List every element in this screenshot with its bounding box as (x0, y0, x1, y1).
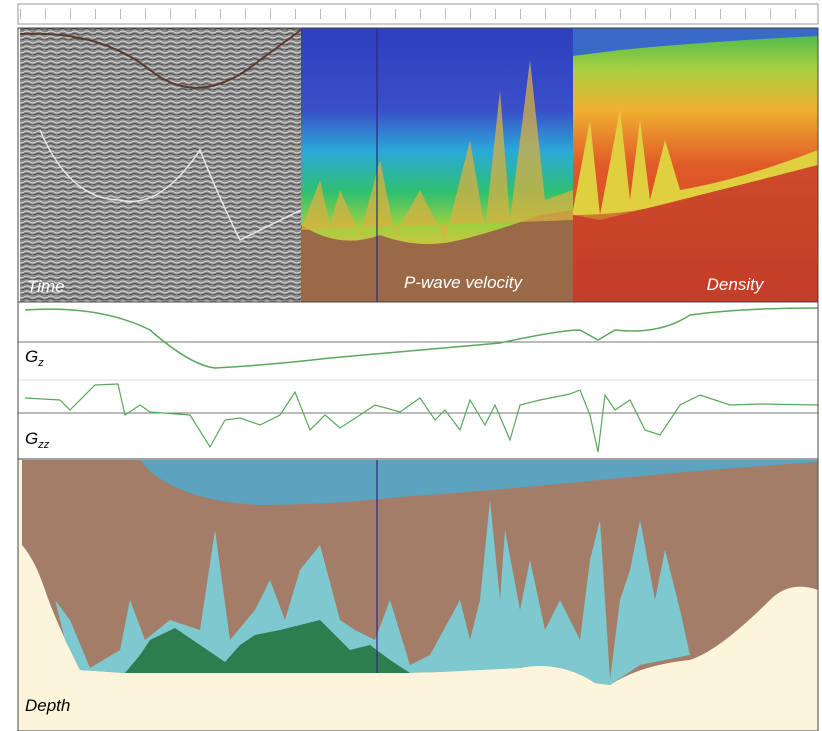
ruler (18, 4, 818, 24)
velocity-panel (301, 28, 573, 302)
time-panel (20, 28, 301, 302)
panel-label: Density (707, 275, 765, 294)
panel-label: P-wave velocity (404, 273, 524, 292)
seismic (20, 28, 301, 302)
panel-label: Depth (25, 696, 70, 715)
depth-panel: Depth (18, 460, 818, 731)
gravity-panel: Gz Gzz (18, 302, 818, 459)
density-panel (573, 28, 818, 302)
figure: Time P-wave velocity Density Gz Gzz Dept… (0, 0, 822, 731)
panel-label: Time (27, 277, 65, 296)
ruler-box (18, 4, 818, 24)
